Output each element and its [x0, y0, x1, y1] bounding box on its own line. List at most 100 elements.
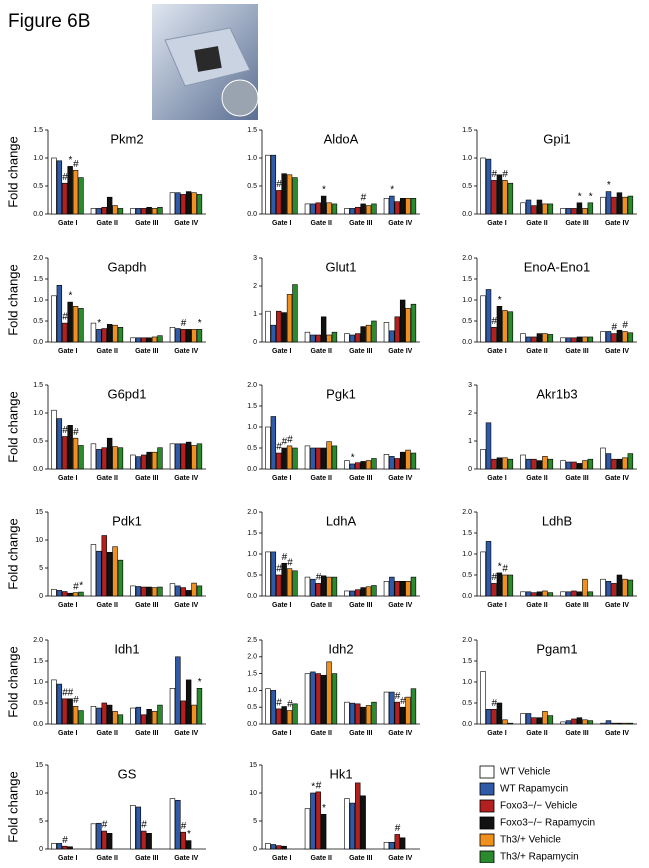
bar: [507, 722, 514, 725]
bar: [51, 843, 57, 850]
bar: [480, 157, 486, 215]
bar: [491, 326, 497, 343]
bar: [349, 702, 356, 725]
significance-marker: #: [287, 557, 293, 568]
bar: [180, 831, 186, 850]
bar: [383, 453, 390, 470]
x-tick-label: Gate II: [526, 348, 547, 355]
bar: [531, 592, 537, 597]
bar: [196, 443, 203, 470]
bar: [349, 590, 356, 597]
bar: [611, 458, 617, 470]
y-tick-label: 0: [253, 846, 257, 853]
bar: [315, 202, 321, 215]
bar: [320, 575, 327, 597]
bar: [502, 574, 508, 597]
bar: [582, 719, 588, 725]
bar: [101, 206, 107, 215]
y-tick-label: 1.0: [33, 679, 43, 686]
bar: [56, 683, 63, 725]
y-tick-label: 0.0: [247, 593, 257, 600]
y-tick-label: 0.0: [462, 593, 472, 600]
bar: [96, 550, 102, 597]
bar: [310, 203, 316, 215]
bar: [276, 190, 282, 215]
bar: [270, 154, 277, 215]
significance-marker: #: [276, 698, 282, 709]
bar: [560, 591, 566, 597]
bar: [90, 544, 97, 597]
bar: [565, 208, 572, 215]
y-tick-label: 1.5: [33, 382, 43, 389]
bar: [542, 711, 548, 725]
bar: [51, 588, 57, 597]
bar: [547, 715, 554, 725]
bar: [72, 592, 79, 597]
bar: [281, 173, 287, 215]
bar: [169, 798, 176, 850]
x-tick-label: Gate III: [135, 730, 158, 737]
bar: [507, 182, 514, 215]
y-tick-label: 0.0: [33, 339, 43, 346]
bar: [141, 454, 147, 470]
y-tick-label: 0.0: [247, 211, 257, 218]
y-tick-label: 1.0: [33, 297, 43, 304]
bar: [383, 841, 390, 850]
bar: [326, 661, 332, 725]
x-tick-label: Gate I: [272, 220, 292, 227]
bar: [276, 452, 282, 470]
bar: [106, 437, 113, 470]
bar: [276, 574, 282, 597]
y-tick-label: 1.0: [247, 155, 257, 162]
bar: [410, 576, 417, 597]
bar: [383, 580, 390, 597]
bar: [344, 208, 350, 215]
bar: [130, 805, 136, 850]
y-axis-label: Fold change: [5, 391, 20, 463]
bar: [151, 208, 158, 215]
bar: [180, 587, 186, 597]
y-tick-label: 10: [35, 537, 43, 544]
bar: [281, 562, 287, 597]
bar: [520, 713, 526, 725]
legend-swatch: [479, 765, 495, 779]
significance-marker: *: [390, 185, 394, 196]
x-tick-label: Gate II: [97, 602, 118, 609]
significance-marker: #: [287, 699, 293, 710]
bar: [600, 196, 606, 215]
bar: [62, 182, 68, 215]
bar: [315, 583, 321, 597]
bar: [326, 576, 332, 597]
significance-marker: #: [276, 442, 282, 453]
bar: [72, 437, 79, 470]
bar: [525, 591, 532, 597]
significance-marker: #: [491, 169, 497, 180]
x-tick-label: Gate I: [272, 855, 292, 862]
x-tick-label: Gate IV: [174, 220, 198, 227]
bar: [67, 425, 73, 470]
significance-marker: *: [198, 677, 202, 688]
bar: [536, 333, 543, 343]
bar: [360, 461, 366, 470]
bar: [627, 332, 634, 343]
y-tick-label: 0.0: [33, 466, 43, 473]
bar: [383, 322, 390, 343]
x-tick-label: Gate II: [97, 730, 118, 737]
significance-marker: *: [68, 291, 72, 302]
bar: [410, 198, 417, 215]
x-tick-label: Gate I: [272, 730, 292, 737]
bar: [491, 583, 497, 597]
x-tick-label: Gate IV: [605, 220, 629, 227]
bar: [62, 845, 68, 850]
significance-marker: *: [79, 581, 83, 592]
significance-marker: #: [395, 691, 401, 702]
bar: [286, 568, 293, 597]
significance-marker: #: [282, 437, 288, 448]
bar: [480, 551, 486, 597]
x-tick-label: Gate II: [97, 220, 118, 227]
bar: [507, 458, 514, 470]
bar: [90, 208, 97, 215]
bar: [112, 546, 118, 597]
bar: [582, 336, 588, 343]
